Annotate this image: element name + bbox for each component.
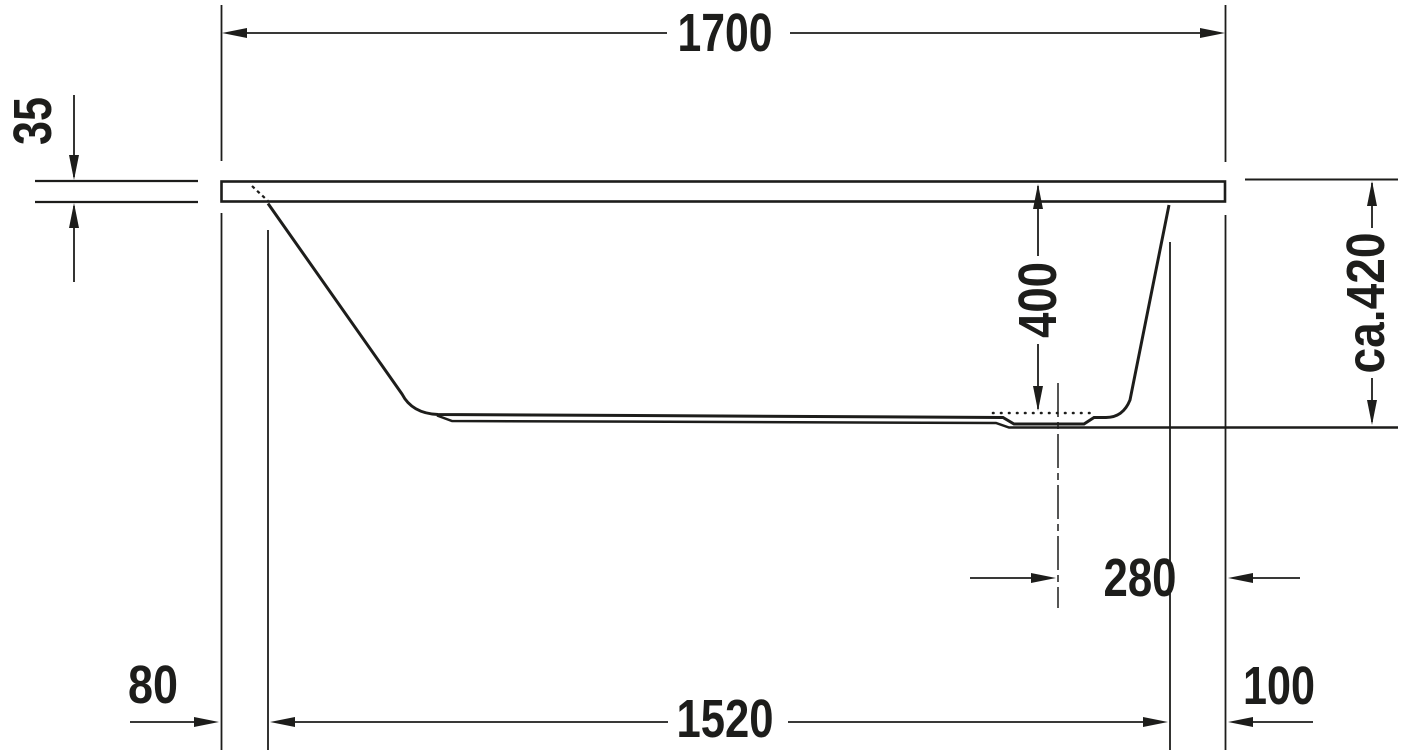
- arrowhead-right: [194, 717, 219, 727]
- tub-rim-flange: [220, 180, 1227, 203]
- dim-label-inner-depth: 400: [1008, 262, 1068, 338]
- arrowhead-left: [1228, 717, 1253, 727]
- dim-rim-height: 35: [3, 95, 79, 282]
- arrowhead-down: [1367, 400, 1377, 425]
- dim-label-overall-height: ca.420: [1336, 233, 1396, 374]
- arrowhead-right: [1200, 28, 1225, 38]
- dim-inner-depth: 400: [1008, 184, 1068, 411]
- arrowhead-up: [1033, 184, 1043, 209]
- dim-label-drain-offset: 280: [1104, 548, 1177, 608]
- dim-label-base-length: 1520: [677, 689, 774, 749]
- arrowhead-left: [1228, 573, 1253, 583]
- dim-label-right-offset: 100: [1243, 656, 1315, 716]
- arrowhead-right: [1031, 573, 1056, 583]
- extension-lines: [35, 5, 1398, 750]
- arrowhead-up: [69, 203, 79, 228]
- arrowhead-up: [1367, 181, 1377, 206]
- arrowhead-down: [1033, 386, 1043, 411]
- dim-right-offset: 100: [1228, 656, 1315, 727]
- arrowhead-left: [270, 717, 295, 727]
- tub-bowl-interior-profile: [266, 202, 1171, 426]
- dim-left-offset: 80: [128, 655, 219, 727]
- arrowhead-left: [222, 28, 247, 38]
- tub-floor-line: [436, 414, 1398, 429]
- dim-label-rim-height: 35: [3, 97, 63, 145]
- tub-profile: [220, 180, 1398, 608]
- dim-overall-height: ca.420: [1336, 181, 1396, 425]
- dim-base-length: 1520: [270, 689, 1168, 749]
- dim-overall-length: 1700: [222, 3, 1225, 63]
- arrowhead-down: [69, 155, 79, 180]
- dim-drain-offset: 280: [970, 548, 1300, 608]
- dim-label-left-offset: 80: [128, 655, 178, 715]
- dim-label-overall-length: 1700: [678, 3, 773, 63]
- arrowhead-right: [1143, 717, 1168, 727]
